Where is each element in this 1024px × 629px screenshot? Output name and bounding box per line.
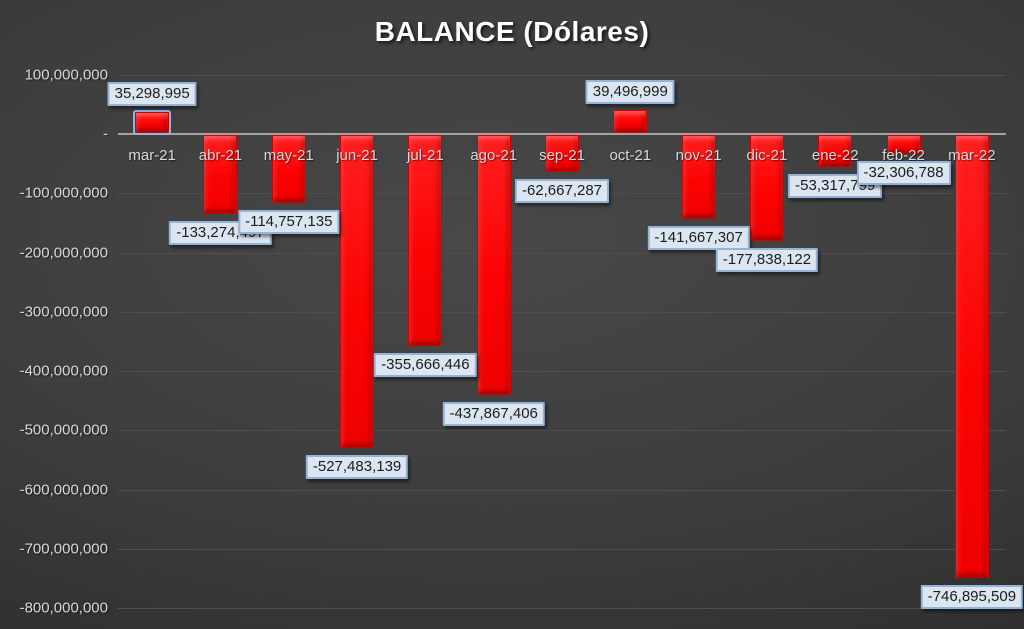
x-axis-label-mar-22: mar-22 <box>948 147 996 165</box>
gridline <box>118 548 1006 550</box>
bar-oct-21[interactable] <box>613 109 648 134</box>
bar-dic-21[interactable] <box>749 135 784 241</box>
x-axis-label-may-21: may-21 <box>263 147 314 165</box>
y-axis-tick: -600,000,000 <box>19 481 108 499</box>
gridline <box>118 607 1006 609</box>
x-axis-label-dic-21: dic-21 <box>746 147 788 165</box>
data-label-ago-21[interactable]: -437,867,406 <box>442 401 545 426</box>
gridline <box>118 371 1006 373</box>
y-axis-tick: - <box>103 125 108 143</box>
x-axis-label-jul-21: jul-21 <box>407 147 444 165</box>
chart-title: BALANCE (Dólares) <box>374 16 650 47</box>
y-axis-tick: -400,000,000 <box>19 362 108 380</box>
gridline <box>118 489 1006 491</box>
data-label-jun-21[interactable]: -527,483,139 <box>305 454 409 479</box>
data-label-sep-21[interactable]: -62,667,287 <box>514 179 610 204</box>
y-axis-tick: -100,000,000 <box>19 184 108 202</box>
bar-may-21[interactable] <box>271 135 306 204</box>
data-label-oct-21[interactable]: 39,496,999 <box>585 79 675 104</box>
data-label-dic-21[interactable]: -177,838,122 <box>715 247 819 272</box>
gridline <box>118 311 1006 313</box>
data-label-mar-22[interactable]: -746,895,509 <box>920 584 1024 609</box>
data-label-feb-22[interactable]: -32,306,788 <box>856 161 951 186</box>
bar-ene-22[interactable] <box>818 135 853 167</box>
x-axis-label-abr-21: abr-21 <box>198 147 243 165</box>
bar-jul-21[interactable] <box>408 135 443 346</box>
bar-nov-21[interactable] <box>681 135 716 220</box>
gridline <box>118 430 1006 432</box>
y-axis-tick: -200,000,000 <box>19 244 108 262</box>
y-axis-tick: -300,000,000 <box>19 303 108 321</box>
y-axis-tick: -800,000,000 <box>19 599 108 617</box>
data-label-nov-21[interactable]: -141,667,307 <box>647 226 750 251</box>
data-label-may-21[interactable]: -114,757,135 <box>238 210 340 235</box>
bar-jun-21[interactable] <box>340 135 375 448</box>
x-axis-label-ago-21: ago-21 <box>470 147 518 165</box>
y-axis-tick: -700,000,000 <box>19 540 108 558</box>
gridline <box>118 252 1006 254</box>
gridline <box>118 75 1006 76</box>
bar-sep-21[interactable] <box>545 135 579 173</box>
x-axis-label-jun-21: jun-21 <box>336 147 378 165</box>
bar-mar-21[interactable] <box>133 110 172 136</box>
x-axis-label-oct-21: oct-21 <box>609 147 652 165</box>
x-axis-label-sep-21: sep-21 <box>539 147 585 165</box>
y-axis-tick: -500,000,000 <box>19 421 108 439</box>
data-label-mar-21[interactable]: 35,298,995 <box>107 82 197 107</box>
x-axis-zero-line <box>118 133 1006 136</box>
bar-mar-22[interactable] <box>954 135 989 578</box>
bar-feb-22[interactable] <box>886 135 921 155</box>
bar-abr-21[interactable] <box>203 135 238 215</box>
x-axis-label-feb-22: feb-22 <box>882 147 925 165</box>
x-axis-label-ene-22: ene-22 <box>811 147 859 165</box>
data-label-jul-21[interactable]: -355,666,446 <box>374 352 477 377</box>
x-axis-label-mar-21: mar-21 <box>128 147 176 165</box>
bar-ago-21[interactable] <box>476 135 511 395</box>
y-axis-tick: 100,000,000 <box>24 66 108 84</box>
x-axis-label-nov-21: nov-21 <box>675 147 722 165</box>
